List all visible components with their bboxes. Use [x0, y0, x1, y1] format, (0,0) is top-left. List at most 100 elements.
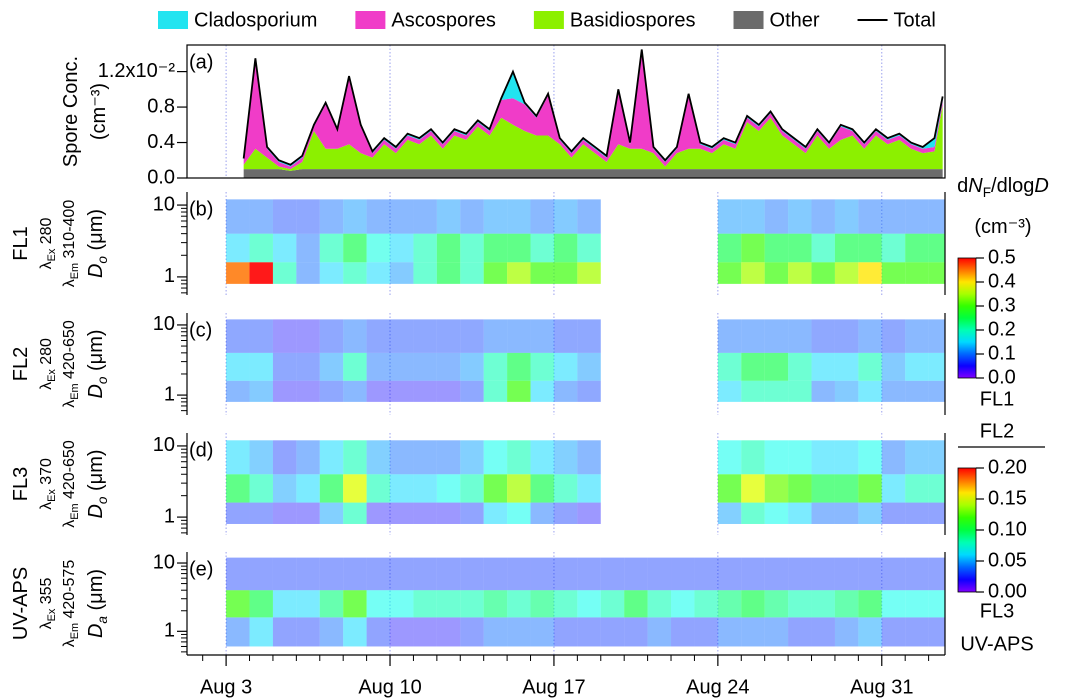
heatmap-cell — [226, 590, 250, 618]
heatmap-cell — [741, 352, 765, 381]
legend-label: Total — [894, 9, 936, 31]
heatmap-cell — [530, 440, 554, 475]
heatmap-cell — [226, 199, 250, 234]
text-part: F — [983, 185, 991, 200]
heatmap-cell — [764, 590, 789, 618]
heatmap-cell — [319, 474, 344, 503]
heatmap-cell — [858, 440, 882, 475]
heatmap-cell — [319, 199, 344, 234]
heatmap-cell — [296, 502, 320, 524]
legend-label: Ascospores — [391, 9, 496, 31]
heatmap-cell — [881, 262, 906, 284]
text-part: (μm) — [85, 209, 107, 256]
heatmap-cell — [436, 233, 461, 263]
heatmap-cell — [764, 502, 789, 524]
y-axis-label: Da (μm) — [85, 569, 109, 638]
heatmap-cell — [553, 319, 578, 353]
heatmap-cell — [272, 590, 297, 618]
heatmap-cell — [530, 502, 554, 524]
heatmap-cell — [507, 319, 531, 353]
colorbar-label: FL3 — [980, 600, 1014, 622]
heatmap-cell — [483, 617, 508, 647]
legend-label: Cladosporium — [194, 9, 317, 31]
heatmap-cell — [881, 380, 906, 402]
text-part: 280 — [38, 338, 55, 369]
heatmap-cell — [460, 233, 484, 263]
channel-label: FL1 — [10, 226, 32, 260]
heatmap-cell — [296, 474, 320, 503]
heatmap-cell — [577, 380, 601, 402]
legend-swatch — [355, 11, 386, 29]
panel-tag: (c) — [189, 319, 212, 341]
heatmap-cell — [272, 233, 297, 263]
heatmap-cell — [553, 440, 578, 475]
heatmap-cell — [319, 380, 344, 402]
heatmap-cell — [905, 380, 929, 402]
colorbar-label: FL1 — [980, 388, 1014, 410]
heatmap-cell — [249, 352, 273, 381]
heatmap-cell — [319, 233, 344, 263]
heatmap-cell — [390, 233, 414, 263]
heatmap-cell — [717, 262, 742, 284]
heatmap-cell — [530, 474, 554, 503]
heatmap-cell — [296, 590, 320, 618]
heatmap-cell — [530, 590, 554, 618]
heatmap-cell — [390, 352, 414, 381]
heatmap-cell — [928, 319, 945, 353]
heatmap-cell — [390, 199, 414, 234]
heatmap-cell — [811, 617, 835, 647]
heatmap-cell — [764, 617, 789, 647]
heatmap-cell — [764, 380, 789, 402]
heatmap-cell — [881, 474, 906, 503]
heatmap-cell — [413, 474, 437, 503]
heatmap-cell — [507, 352, 531, 381]
colorbar-title: (cm⁻³) — [974, 216, 1031, 238]
text-part: D — [1034, 175, 1048, 197]
text-part: Ex — [46, 608, 58, 621]
colorbar-tick-label: 0.2 — [988, 318, 1016, 340]
heatmap-cell — [413, 199, 437, 234]
heatmap-cell — [249, 502, 273, 524]
heatmap-cell — [741, 502, 765, 524]
text-part: /dlog — [991, 175, 1034, 197]
heatmap-cell — [366, 440, 391, 475]
heatmap-cell — [905, 199, 929, 234]
heatmap-cell — [928, 590, 945, 618]
heatmap-cell — [507, 590, 531, 618]
text-part: o — [95, 376, 110, 384]
heatmap-cell — [553, 380, 578, 402]
heatmap-cell — [671, 557, 695, 591]
heatmap-cell — [717, 557, 742, 591]
colorbar-title: dNF/dlogD — [957, 175, 1049, 199]
text-part: Em — [69, 623, 81, 639]
heatmap-cell — [296, 380, 320, 402]
heatmap-cell — [811, 199, 835, 234]
heatmap-cell — [764, 352, 789, 381]
heatmap-cell — [249, 440, 273, 475]
heatmap-cell — [530, 557, 554, 591]
text-part: FL3 — [10, 467, 32, 501]
heatmap-cell — [483, 557, 508, 591]
text-part: 355 — [38, 577, 55, 608]
heatmap-cell — [741, 557, 765, 591]
channel-label: UV-APS — [10, 567, 32, 640]
y-axis-label: Do (μm) — [85, 449, 109, 518]
heatmap-cell — [460, 352, 484, 381]
heatmap-cell — [319, 319, 344, 353]
heatmap-cell — [460, 199, 484, 234]
heatmap-cell — [577, 557, 601, 591]
heatmap-cell — [858, 557, 882, 591]
heatmap-cell — [390, 262, 414, 284]
heatmap-cell — [858, 319, 882, 353]
heatmap-cell — [577, 590, 601, 618]
heatmap-cell — [905, 319, 929, 353]
heatmap-cell — [858, 199, 882, 234]
heatmap-cell — [834, 352, 859, 381]
heatmap-cell — [577, 440, 601, 475]
text-part: D — [85, 384, 107, 398]
heatmap-cell — [928, 380, 945, 402]
heatmap-cell — [226, 262, 250, 284]
colorbar-tick-label: 0.05 — [988, 549, 1027, 571]
heatmap-cell — [928, 502, 945, 524]
